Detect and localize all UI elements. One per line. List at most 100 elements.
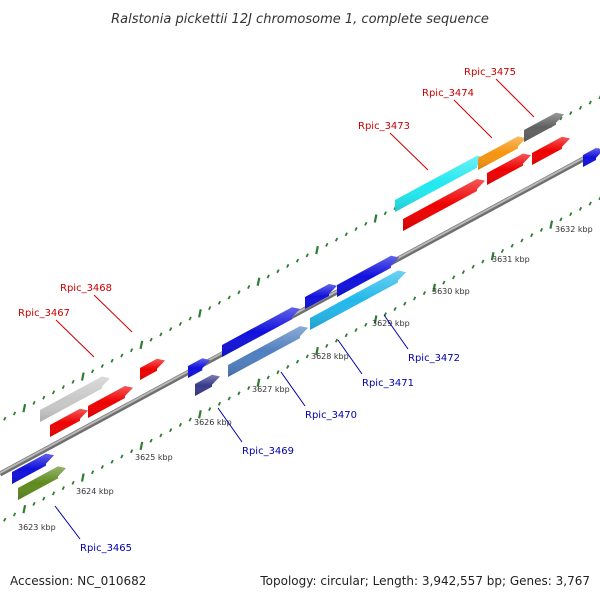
scale-tick [120, 353, 124, 358]
scale-tick [364, 221, 368, 226]
scale-tick [334, 237, 339, 242]
scale-tick [373, 315, 378, 324]
scale-tick [549, 220, 554, 229]
scale-tick [305, 253, 309, 258]
scale-tick [286, 364, 290, 369]
gene-label[interactable]: Rpic_3465 [80, 543, 132, 554]
gene-label-leader [54, 505, 81, 540]
scale-tick [403, 301, 407, 306]
scale-tick [71, 379, 75, 384]
scale-tick [276, 269, 280, 274]
scale-tick [3, 416, 7, 421]
scale-tick [139, 441, 144, 451]
scale-tick [61, 385, 65, 390]
scale-tick [520, 238, 524, 243]
backbone [0, 147, 600, 477]
scale-tick [100, 364, 104, 369]
scale-tick [32, 501, 36, 506]
feature-rpic-3468-shading [140, 358, 165, 380]
scale-tick [12, 512, 17, 517]
scale-tick [325, 343, 329, 348]
scale-tick [559, 217, 563, 222]
scale-tick [481, 259, 485, 264]
scale-tick [110, 459, 114, 464]
scale-tick [159, 433, 163, 438]
feature-rpic-3471b-shading [337, 255, 399, 297]
scale-tick [276, 370, 280, 375]
scale-label: 3628 kbp [311, 352, 349, 361]
gene-label[interactable]: Rpic_3469 [242, 446, 294, 457]
scale-tick [598, 196, 600, 201]
scale-tick [208, 407, 212, 412]
gene-label[interactable]: Rpic_3472 [408, 353, 460, 364]
scale-tick [120, 454, 124, 459]
scale-tick [217, 300, 222, 305]
scale-tick [90, 470, 95, 475]
feature-rpic-3465a-shading [12, 453, 54, 484]
scale-tick [461, 270, 465, 275]
scale-tick [256, 378, 261, 387]
scale-tick [159, 332, 163, 337]
gene-label[interactable]: Rpic_3475 [464, 67, 516, 78]
scale-tick [188, 316, 192, 321]
scale-tick [325, 242, 329, 247]
scale-tick [305, 354, 309, 359]
scale-tick [12, 411, 17, 416]
gene-label[interactable]: Rpic_3471 [362, 378, 414, 389]
map-title: Ralstonia pickettii 12J chromosome 1, co… [111, 12, 489, 27]
scale-tick [169, 327, 173, 332]
scale-tick [383, 211, 387, 216]
scale-tick [237, 391, 241, 396]
gene-label-leader [383, 314, 409, 350]
feature-rpic-3472-shading [310, 270, 406, 330]
scale-tick [530, 233, 534, 238]
scale-tick [169, 428, 173, 433]
feature-rpic-3470a-shading [222, 307, 300, 357]
feature-rpic-3474-shading [478, 136, 526, 170]
scale-tick [500, 248, 505, 253]
feature-rpic-3465-shading [18, 466, 66, 500]
scale-label: 3624 kbp [76, 487, 114, 496]
gene-label[interactable]: Rpic_3473 [358, 121, 410, 132]
scale-tick [256, 277, 261, 286]
scale-tick [569, 212, 573, 217]
gene-label-leader [453, 99, 493, 139]
scale-tick [510, 243, 514, 248]
feature-rpic-3467-shading [40, 376, 110, 422]
scale-tick [208, 306, 212, 311]
scale-tick [51, 491, 56, 496]
gene-label-leader [55, 319, 95, 358]
scale-tick [130, 348, 134, 353]
scale-tick [61, 486, 65, 491]
feature-rpic-3466-shading [50, 408, 88, 437]
gene-label-leader [495, 78, 535, 118]
feature-rpic-3467b-shading [88, 386, 133, 418]
scale-tick [237, 290, 241, 295]
gene-label[interactable]: Rpic_3467 [18, 308, 70, 319]
scale-tick [3, 517, 7, 522]
gene-label[interactable]: Rpic_3474 [422, 88, 474, 99]
scale-tick [354, 227, 358, 232]
scale-tick [149, 337, 153, 342]
scale-tick [471, 264, 475, 269]
scale-tick [90, 369, 95, 374]
scale-tick [42, 496, 46, 501]
scale-tick [286, 263, 290, 268]
scale-label: 3625 kbp [135, 453, 173, 462]
feature-rpic-3469-shading [195, 374, 220, 396]
scale-tick [315, 245, 319, 255]
scale-tick [71, 480, 75, 485]
feature-rpic-3470-shading [228, 326, 308, 377]
scale-label: 3632 kbp [555, 225, 593, 234]
scale-tick [578, 105, 583, 110]
scale-tick [452, 275, 456, 280]
scale-tick [178, 321, 183, 326]
gene-label-leader [389, 132, 429, 171]
gene-label[interactable]: Rpic_3468 [60, 283, 112, 294]
scale-tick [247, 284, 251, 289]
scale-tick [80, 473, 85, 482]
gene-label[interactable]: Rpic_3470 [305, 410, 357, 421]
scale-tick [344, 232, 348, 237]
accession-text: Accession: NC_010682 [10, 574, 146, 588]
